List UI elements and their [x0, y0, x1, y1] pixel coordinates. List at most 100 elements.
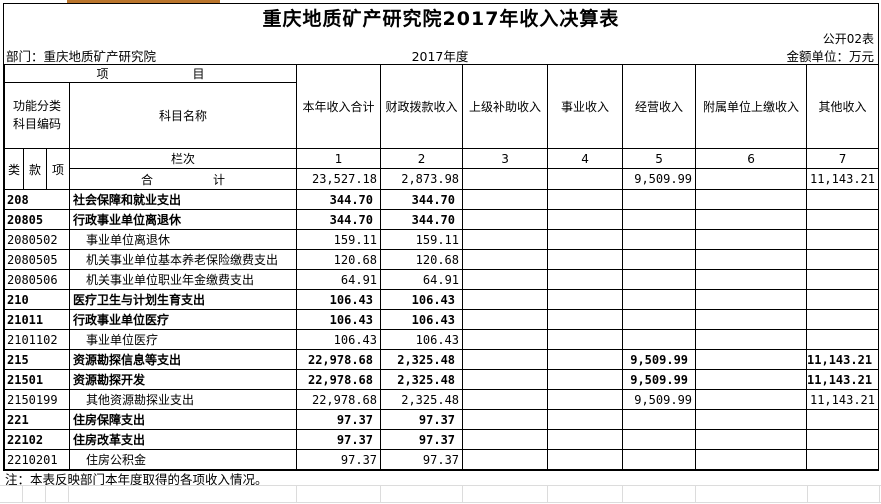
- cell-subject: 社会保障和就业支出: [68, 189, 298, 210]
- cell-value: [462, 289, 549, 310]
- header-subject-name: 科目名称: [68, 82, 298, 149]
- cell-value: 106.43: [296, 289, 382, 310]
- cell-code: 21501: [4, 369, 70, 390]
- cell-value: [695, 209, 808, 230]
- cell-value: [622, 409, 697, 430]
- header-lanci: 栏次: [68, 148, 298, 169]
- cell-value: [695, 349, 808, 370]
- doc-number: 公开02表: [822, 31, 874, 46]
- cell-value: [462, 189, 549, 210]
- cell-value: [462, 249, 549, 270]
- doc-number-row: 公开02表: [4, 30, 878, 46]
- header-operating-income: 经营收入: [622, 64, 697, 149]
- cell-subject: 住房公积金: [68, 449, 298, 470]
- cell-subject: 住房保障支出: [68, 409, 298, 430]
- table-row: 2210201 住房公积金 97.37 97.37: [4, 449, 880, 470]
- cell-value: [462, 389, 549, 410]
- header-business-income: 事业收入: [547, 64, 624, 149]
- cell-value: 120.68: [296, 249, 382, 270]
- gridline: [695, 486, 696, 503]
- table-row: 221 住房保障支出 97.37 97.37: [4, 409, 880, 430]
- cell-value: 22,978.68: [296, 349, 382, 370]
- cell-value: [695, 249, 808, 270]
- cell-value: 106.43: [296, 329, 382, 350]
- cell-subject: 事业单位离退休: [68, 229, 298, 250]
- cell-subject: 医疗卫生与计划生育支出: [68, 289, 298, 310]
- cell-value: 344.70: [380, 189, 464, 210]
- cell-subject: 其他资源勘探业支出: [68, 389, 298, 410]
- cell-value: [695, 269, 808, 290]
- cell-value: [806, 309, 880, 330]
- table-row: 215 资源勘探信息等支出 22,978.68 2,325.48 9,509.9…: [4, 349, 880, 370]
- cell-value: 64.91: [380, 269, 464, 290]
- table-row: 210 医疗卫生与计划生育支出 106.43 106.43: [4, 289, 880, 310]
- cell-value: [695, 229, 808, 250]
- gridline: [296, 486, 297, 503]
- cell-value: 106.43: [296, 309, 382, 330]
- title-row: 重庆地质矿产研究院2017年收入决算表: [4, 4, 878, 30]
- cell-value: 22,978.68: [296, 369, 382, 390]
- cell-value: [462, 449, 549, 470]
- item-header: 项 目: [3, 64, 298, 83]
- cell-value: 64.91: [296, 269, 382, 290]
- cell-subject: 机关事业单位基本养老保险缴费支出: [68, 249, 298, 270]
- cell-value: 344.70: [380, 209, 464, 230]
- cell-value: [806, 189, 880, 210]
- cell-value: 9,509.99: [622, 349, 697, 370]
- cell-value: [622, 429, 697, 450]
- header-superior-subsidy-income: 上级补助收入: [462, 64, 549, 149]
- cell-value: [547, 389, 624, 410]
- cell-code: 2150199: [4, 389, 70, 410]
- meta-row: 部门：重庆地质矿产研究院 2017年度 金额单位：万元: [4, 46, 878, 64]
- cell-value: [622, 189, 697, 210]
- header-other-income: 其他收入: [806, 64, 880, 149]
- cell-value: [547, 249, 624, 270]
- cell-value: [462, 209, 549, 230]
- cell-value: [462, 269, 549, 290]
- cell-code: 20805: [4, 209, 70, 230]
- cell-code: 221: [4, 409, 70, 430]
- cell-code: 2080505: [4, 249, 70, 270]
- cell-value: 11,143.21: [806, 389, 880, 410]
- cell-value: [547, 309, 624, 330]
- cell-value: 97.37: [380, 409, 464, 430]
- gridline: [0, 485, 881, 486]
- department-label: 部门：重庆地质矿产研究院: [6, 48, 157, 64]
- cell-value: 22,978.68: [296, 389, 382, 410]
- cell-value: [695, 309, 808, 330]
- cell-value: [695, 329, 808, 350]
- col-num: 1: [296, 148, 382, 169]
- cell-value: [806, 449, 880, 470]
- table-row: 2080506 机关事业单位职业年金缴费支出 64.91 64.91: [4, 269, 880, 290]
- cell-value: [806, 209, 880, 230]
- cell-subject: 资源勘探信息等支出: [68, 349, 298, 370]
- total-value: [547, 168, 624, 190]
- cell-value: 9,509.99: [622, 389, 697, 410]
- cell-value: 120.68: [380, 249, 464, 270]
- cell-value: [462, 349, 549, 370]
- table-row: 21501 资源勘探开发 22,978.68 2,325.48 9,509.99…: [4, 369, 880, 390]
- cell-value: [547, 189, 624, 210]
- table-row: 21011 行政事业单位医疗 106.43 106.43: [4, 309, 880, 330]
- cell-code: 2210201: [4, 449, 70, 470]
- cell-value: 2,325.48: [380, 389, 464, 410]
- gridline: [622, 486, 623, 503]
- gridline: [45, 486, 46, 503]
- cell-value: [547, 349, 624, 370]
- cell-value: 11,143.21: [806, 349, 880, 370]
- cell-value: 97.37: [296, 409, 382, 430]
- cell-value: [806, 229, 880, 250]
- cell-value: [806, 329, 880, 350]
- cell-value: 9,509.99: [622, 369, 697, 390]
- cell-value: [547, 369, 624, 390]
- cell-code: 2080506: [4, 269, 70, 290]
- total-value: 9,509.99: [622, 168, 697, 190]
- cell-value: [547, 229, 624, 250]
- cell-value: [622, 269, 697, 290]
- cell-value: [547, 269, 624, 290]
- cell-subject: 行政事业单位医疗: [68, 309, 298, 330]
- header-code-xiang: 项: [46, 148, 70, 190]
- cell-value: [622, 249, 697, 270]
- cell-subject: 资源勘探开发: [68, 369, 298, 390]
- cell-code: 21011: [4, 309, 70, 330]
